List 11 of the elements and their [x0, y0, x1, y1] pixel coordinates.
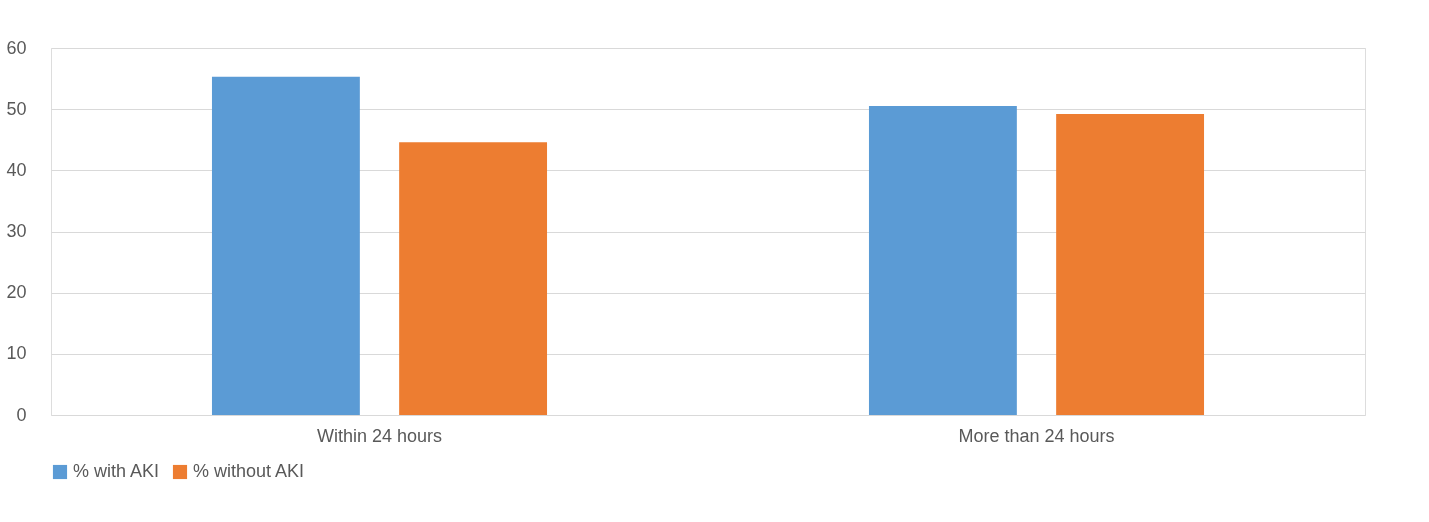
y-tick-label: 30 [6, 221, 27, 241]
legend-label: % with AKI [73, 461, 160, 481]
y-tick-label: 50 [6, 98, 27, 119]
legend-label: % without AKI [193, 461, 305, 481]
x-tick-label: More than 24 hours [958, 425, 1115, 446]
x-tick-label: Within 24 hours [316, 425, 443, 446]
y-tick-label: 10 [6, 343, 27, 364]
y-tick-label: 0 [16, 404, 27, 425]
y-tick-label: 20 [6, 282, 27, 303]
y-tick-label: 60 [6, 37, 27, 58]
y-tick-label: 40 [6, 159, 27, 180]
